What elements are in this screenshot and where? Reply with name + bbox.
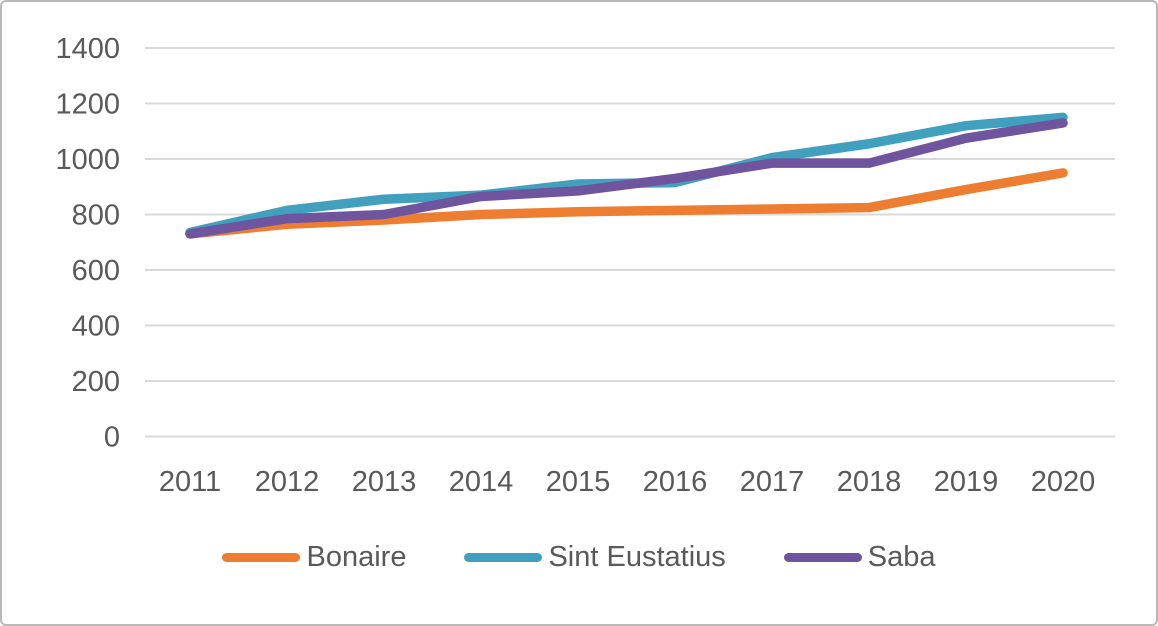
legend-label-saba: Saba bbox=[867, 541, 936, 573]
y-axis-tick-600: 600 bbox=[72, 255, 120, 287]
legend-item-saba: Saba bbox=[783, 541, 936, 573]
y-axis-tick-200: 200 bbox=[72, 366, 120, 398]
x-axis-tick-2019: 2019 bbox=[934, 466, 999, 498]
chart-legend: Bonaire Sint Eustatius Saba bbox=[2, 543, 1156, 572]
x-axis-tick-2012: 2012 bbox=[255, 466, 320, 498]
legend-label-bonaire: Bonaire bbox=[306, 541, 407, 573]
x-axis-tick-2016: 2016 bbox=[643, 466, 708, 498]
x-axis-tick-2014: 2014 bbox=[449, 466, 514, 498]
legend-swatch-bonaire bbox=[222, 553, 301, 562]
legend-swatch-saba bbox=[783, 553, 862, 562]
series-line-saba bbox=[185, 118, 1068, 239]
y-axis-tick-1200: 1200 bbox=[55, 89, 120, 121]
y-axis-tick-800: 800 bbox=[72, 200, 120, 232]
x-axis-tick-2011: 2011 bbox=[159, 466, 221, 498]
x-axis-tick-2013: 2013 bbox=[352, 466, 417, 498]
y-axis-tick-0: 0 bbox=[104, 422, 120, 454]
y-axis-tick-400: 400 bbox=[72, 311, 120, 343]
legend-label-sint-eustatius: Sint Eustatius bbox=[548, 541, 726, 573]
legend-item-sint-eustatius: Sint Eustatius bbox=[464, 541, 726, 573]
legend-swatch-sint-eustatius bbox=[464, 553, 543, 562]
legend-item-bonaire: Bonaire bbox=[222, 543, 406, 572]
y-axis-tick-1000: 1000 bbox=[55, 144, 120, 176]
x-axis-tick-2020: 2020 bbox=[1031, 466, 1096, 498]
y-axis-tick-1400: 1400 bbox=[55, 33, 120, 65]
x-axis-tick-2018: 2018 bbox=[837, 466, 902, 498]
series-line-bonaire bbox=[185, 168, 1068, 239]
x-axis-tick-2015: 2015 bbox=[546, 466, 611, 498]
x-axis-tick-2017: 2017 bbox=[740, 466, 805, 498]
